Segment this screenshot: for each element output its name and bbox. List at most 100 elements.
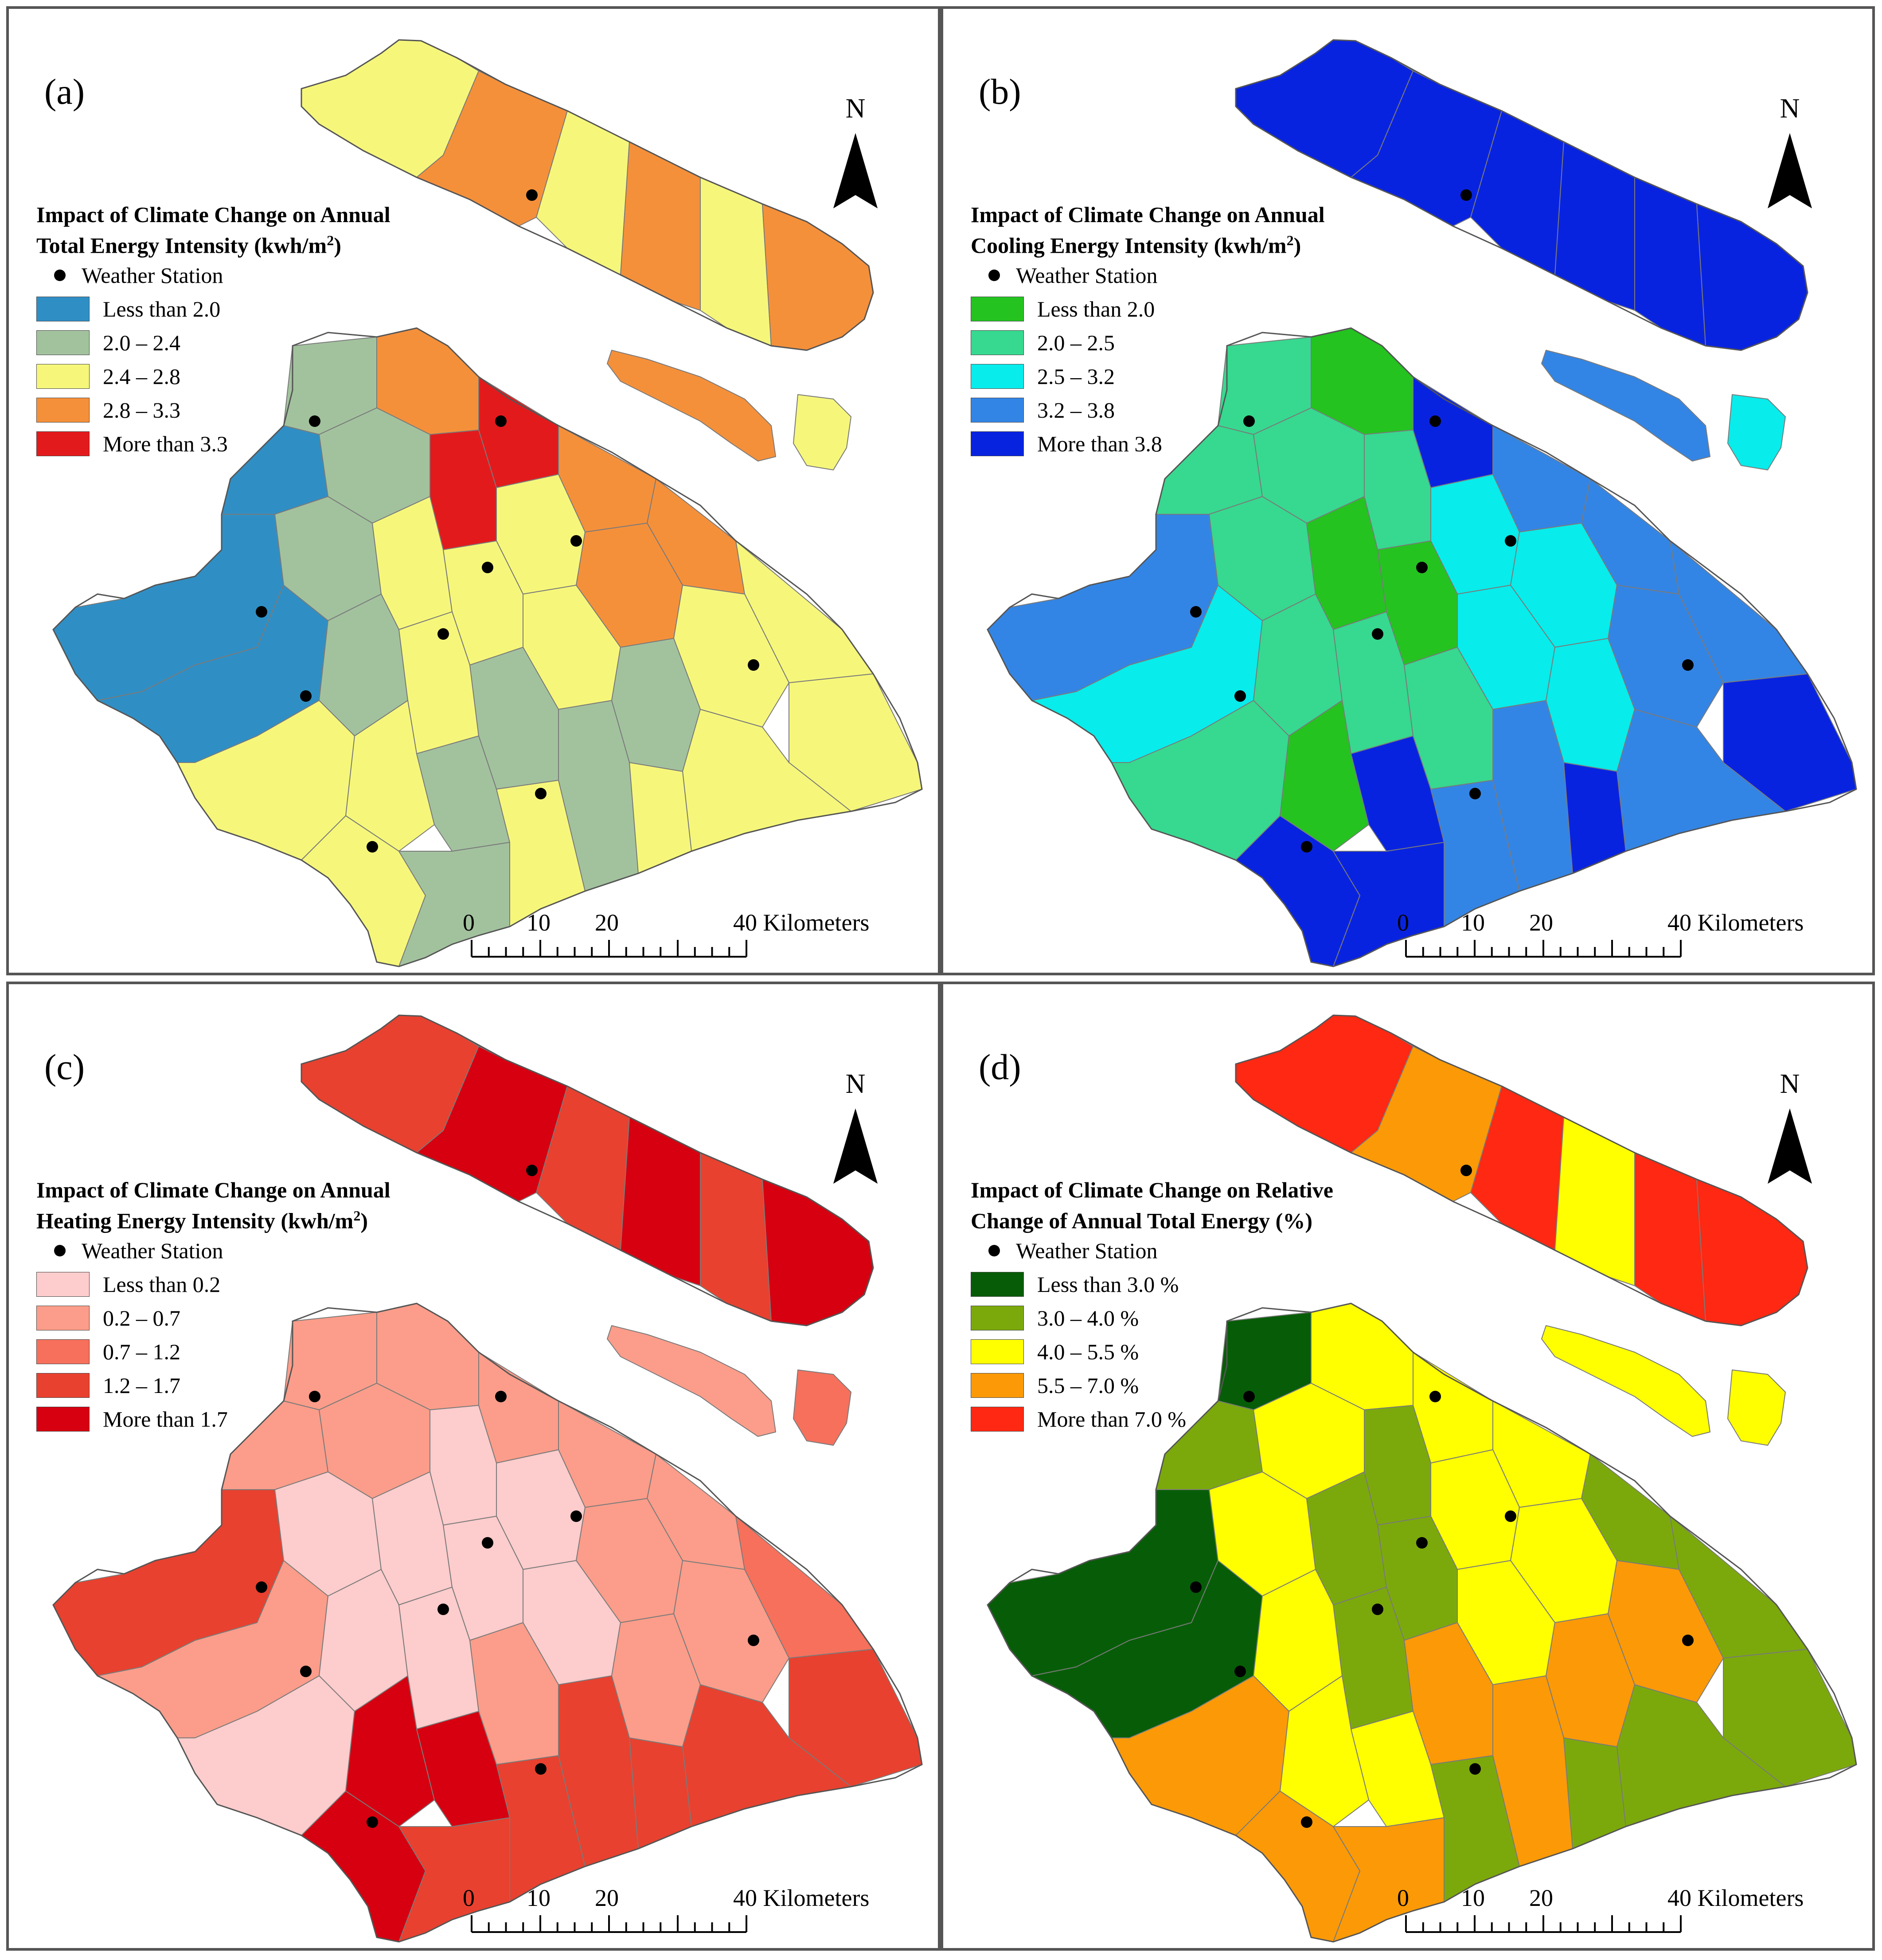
legend-item-label: 5.5 – 7.0 % [1037, 1373, 1139, 1398]
weather-station-marker [482, 1537, 493, 1549]
district-region [620, 141, 701, 311]
scale-tick-label: 10 [1461, 909, 1485, 936]
map-panel-d: (d) N Impact of Climate Change on Relative… [941, 982, 1875, 1951]
district-region [1554, 141, 1635, 311]
weather-station-marker [300, 690, 312, 702]
weather-station-marker [1234, 1666, 1246, 1677]
north-arrow: N [820, 1068, 891, 1210]
scale-bar: 0 10 20 40 Kilometers [463, 1884, 869, 1937]
legend-swatch [36, 1271, 90, 1297]
legend-item-label: Weather Station [82, 262, 223, 288]
legend-item-class: Less than 2.0 [36, 292, 390, 326]
legend-title-text: Change of Annual Total Energy (%) [971, 1208, 1312, 1233]
weather-station-marker [1372, 628, 1383, 640]
scale-tick-label: 20 [595, 1885, 619, 1911]
scale-tick-label: 40 Kilometers [1667, 909, 1804, 936]
weather-station-marker [1190, 606, 1202, 618]
north-arrow: N [1754, 93, 1825, 235]
legend-title-line2: Cooling Energy Intensity (kwh/m2) [971, 227, 1325, 258]
legend-title-text: Total Energy Intensity (kwh/m [36, 233, 327, 258]
legend-item-class: 5.5 – 7.0 % [971, 1369, 1333, 1402]
legend-item-weather-station: Weather Station [971, 258, 1325, 292]
scale-tick-label: 0 [1397, 909, 1409, 936]
legend-item-label: Weather Station [1016, 262, 1158, 288]
legend-title-superscript: 2 [1286, 232, 1294, 248]
legend-item-label: 1.2 – 1.7 [103, 1373, 180, 1398]
legend-swatch [36, 397, 90, 423]
legend-item-class: 2.4 – 2.8 [36, 360, 390, 393]
scale-tick-label: 20 [1529, 909, 1553, 936]
weather-station-marker [1301, 841, 1312, 853]
weather-station-marker [309, 415, 320, 427]
legend-item-label: Weather Station [1016, 1238, 1158, 1263]
weather-station-marker [1243, 1391, 1255, 1402]
legend-item-label: 0.7 – 1.2 [103, 1339, 180, 1364]
legend-title-end: ) [360, 1208, 368, 1233]
mainland-outline [987, 1303, 1857, 1943]
weather-station-marker [1505, 1510, 1516, 1522]
weather-station-marker [367, 841, 378, 853]
map-legend: Impact of Climate Change on Annual Heatin… [36, 1177, 390, 1436]
legend-item-class: More than 1.7 [36, 1402, 390, 1436]
panel-label: (d) [979, 1047, 1021, 1087]
weather-station-marker [570, 1510, 582, 1522]
legend-item-weather-station: Weather Station [36, 258, 390, 292]
island-outline [1235, 39, 1808, 351]
legend-swatch [971, 1373, 1024, 1398]
legend-item-class: More than 3.3 [36, 427, 390, 461]
legend-item-label: 0.2 – 0.7 [103, 1305, 180, 1330]
map-legend: Impact of Climate Change on Annual Coolin… [971, 202, 1325, 461]
scale-bar: 0 10 20 40 Kilometers [1397, 909, 1804, 962]
legend-item-label: More than 1.7 [103, 1406, 228, 1432]
legend-title-superscript: 2 [327, 232, 334, 248]
legend-item-label: Less than 2.0 [1037, 296, 1155, 321]
weather-station-marker [1372, 1604, 1383, 1615]
legend-swatch [36, 1373, 90, 1398]
legend-item-class: More than 7.0 % [971, 1402, 1333, 1436]
weather-station-marker [1243, 415, 1255, 427]
legend-item-label: 4.0 – 5.5 % [1037, 1339, 1139, 1364]
legend-swatch [971, 431, 1024, 456]
weather-station-marker [1460, 1165, 1472, 1176]
choropleth-map [987, 39, 1857, 967]
scale-tick-label: 0 [463, 1885, 475, 1911]
north-arrow: N [1754, 1068, 1825, 1210]
weather-station-marker [1416, 562, 1428, 573]
weather-station-marker [1469, 788, 1481, 799]
scale-tick-label: 10 [527, 909, 551, 936]
weather-station-marker [482, 562, 493, 573]
weather-station-marker [495, 1391, 507, 1402]
legend-item-label: More than 7.0 % [1037, 1406, 1187, 1432]
weather-station-marker [1190, 1581, 1202, 1593]
weather-station-icon [988, 1244, 1000, 1256]
north-label: N [845, 1069, 866, 1099]
legend-item-class: 2.0 – 2.4 [36, 326, 390, 360]
weather-station-marker [437, 1604, 449, 1615]
district-region [1563, 762, 1626, 874]
district-region [1563, 1737, 1626, 1849]
legend-item-class: 0.7 – 1.2 [36, 1335, 390, 1369]
north-arrow-icon [1768, 133, 1812, 208]
choropleth-map [52, 1014, 923, 1943]
weather-station-marker [1469, 1763, 1481, 1775]
legend-swatch [971, 1339, 1024, 1364]
island-region [1727, 1369, 1786, 1446]
north-arrow-icon [833, 133, 878, 208]
map-panel-b: (b) N Impact of Climate Change on Annual Co… [941, 6, 1875, 975]
legend-item-class: 0.2 – 0.7 [36, 1301, 390, 1335]
legend-swatch [971, 330, 1024, 355]
island-outline [1235, 1014, 1808, 1326]
legend-swatch [971, 1406, 1024, 1432]
weather-station-marker [526, 189, 538, 201]
weather-station-marker [535, 1763, 547, 1775]
scale-tick-label: 40 Kilometers [733, 1885, 870, 1911]
weather-station-marker [495, 415, 507, 427]
legend-item-class: Less than 3.0 % [971, 1268, 1333, 1301]
legend-item-class: 2.5 – 3.2 [971, 360, 1325, 393]
weather-station-icon [54, 269, 66, 281]
legend-item-label: Less than 0.2 [103, 1271, 221, 1297]
island-region [1541, 1325, 1710, 1437]
scale-bar: 0 10 20 40 Kilometers [463, 909, 869, 962]
legend-title-line2: Change of Annual Total Energy (%) [971, 1203, 1333, 1234]
legend-title-end: ) [334, 233, 341, 258]
